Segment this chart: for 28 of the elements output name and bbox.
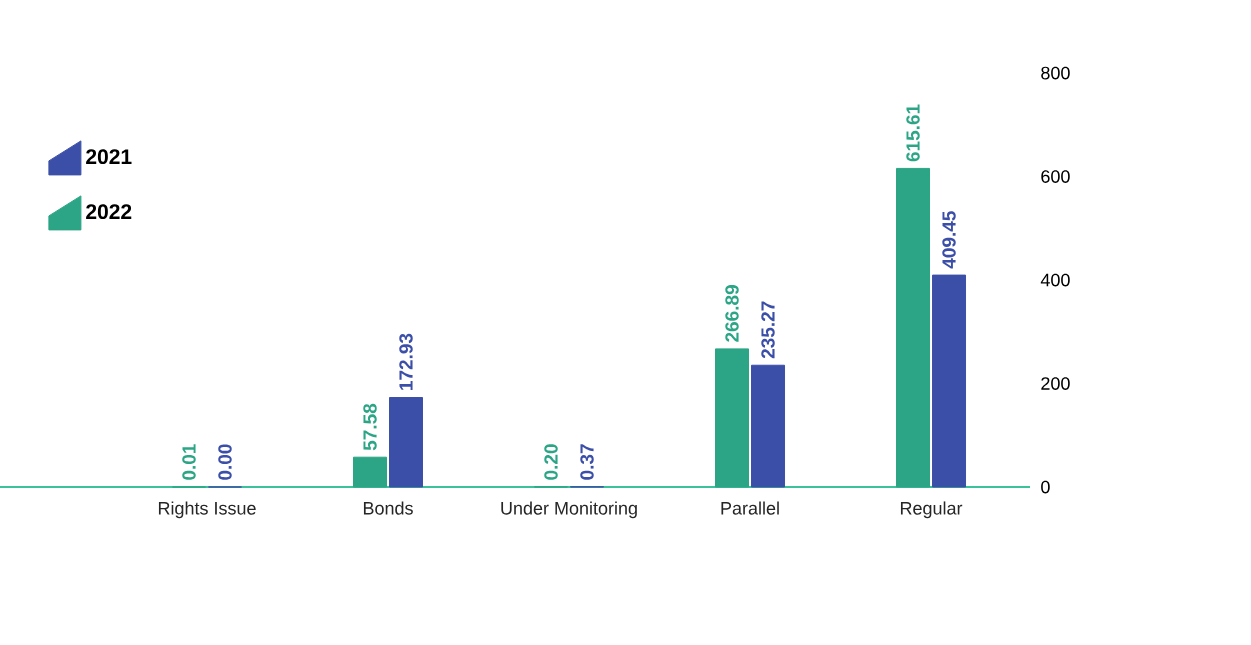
data-label: 266.89 — [725, 285, 739, 342]
y-tick-label: 600 — [1041, 170, 1070, 183]
data-label: 57.58 — [363, 403, 377, 451]
bar — [932, 274, 967, 488]
x-tick-label: Regular — [900, 501, 963, 519]
data-label: 615.61 — [906, 104, 920, 162]
bar — [896, 167, 931, 488]
y-tick-label: 800 — [1041, 66, 1070, 80]
x-tick-label: Under Monitoring — [501, 501, 637, 519]
data-label: 0.37 — [580, 444, 594, 480]
data-label: 0.20 — [544, 444, 558, 480]
bar — [353, 456, 388, 488]
x-tick-label: Rights Issue — [158, 501, 256, 519]
bar — [751, 364, 786, 488]
data-label: 0.00 — [218, 444, 232, 480]
legend-label: 2022 — [86, 204, 132, 220]
y-tick-label: 200 — [1041, 377, 1070, 390]
bar — [715, 348, 750, 488]
data-label: 0.01 — [182, 444, 196, 480]
bar — [389, 397, 424, 488]
y-tick-label: 0 — [1041, 480, 1050, 494]
data-label: 235.27 — [761, 301, 775, 359]
y-tick-label: 400 — [1040, 273, 1070, 287]
x-tick-label: Bonds — [363, 501, 413, 515]
x-tick-label: Parallel — [721, 501, 779, 515]
data-label: 409.45 — [942, 211, 956, 269]
legend-label: 2021 — [86, 149, 132, 165]
data-label: 172.93 — [399, 333, 413, 390]
